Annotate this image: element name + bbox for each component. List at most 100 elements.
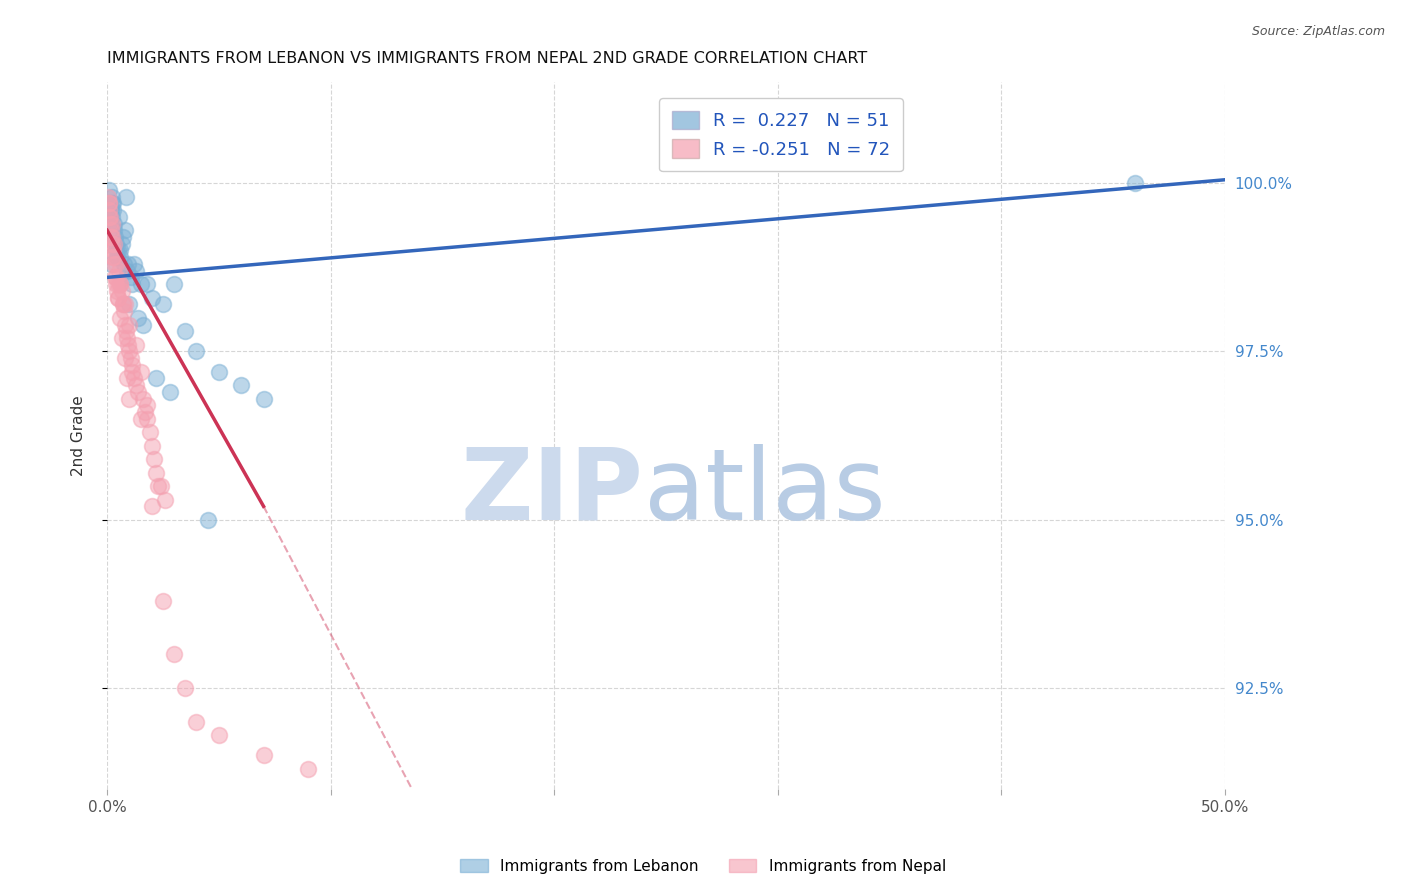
Point — [112, 304, 135, 318]
Point — [152, 593, 174, 607]
Point — [149, 479, 172, 493]
Point — [252, 748, 274, 763]
Point — [100, 230, 122, 244]
Point — [145, 466, 167, 480]
Text: ZIP: ZIP — [461, 443, 644, 541]
Point — [111, 331, 134, 345]
Point — [141, 500, 163, 514]
Point — [231, 378, 253, 392]
Point — [148, 479, 170, 493]
Point — [252, 392, 274, 406]
Point — [129, 365, 152, 379]
Point — [115, 263, 138, 277]
Point — [105, 236, 128, 251]
Point — [136, 398, 159, 412]
Point — [136, 412, 159, 426]
Point — [98, 202, 121, 217]
Point — [121, 277, 143, 292]
Point — [100, 217, 122, 231]
Point — [208, 365, 231, 379]
Point — [98, 183, 121, 197]
Point — [125, 378, 148, 392]
Point — [118, 318, 141, 332]
Text: IMMIGRANTS FROM LEBANON VS IMMIGRANTS FROM NEPAL 2ND GRADE CORRELATION CHART: IMMIGRANTS FROM LEBANON VS IMMIGRANTS FR… — [107, 51, 868, 66]
Point — [111, 297, 134, 311]
Point — [125, 263, 148, 277]
Point — [105, 277, 128, 292]
Point — [132, 318, 155, 332]
Point — [159, 384, 181, 399]
Point — [197, 513, 219, 527]
Point — [100, 217, 122, 231]
Point — [115, 324, 138, 338]
Point — [103, 257, 125, 271]
Point — [103, 236, 125, 251]
Point — [101, 196, 124, 211]
Point — [136, 277, 159, 292]
Point — [110, 277, 132, 292]
Point — [121, 358, 143, 372]
Point — [101, 196, 124, 211]
Point — [117, 337, 139, 351]
Point — [115, 371, 138, 385]
Point — [100, 210, 122, 224]
Point — [107, 291, 129, 305]
Point — [127, 310, 149, 325]
Point — [174, 681, 197, 695]
Point — [143, 452, 166, 467]
Point — [104, 230, 127, 244]
Point — [97, 210, 120, 224]
Point — [103, 223, 125, 237]
Point — [98, 196, 121, 211]
Point — [105, 257, 128, 271]
Point — [115, 331, 138, 345]
Point — [103, 202, 125, 217]
Point — [297, 762, 319, 776]
Point — [141, 439, 163, 453]
Point — [105, 244, 128, 258]
Legend: Immigrants from Lebanon, Immigrants from Nepal: Immigrants from Lebanon, Immigrants from… — [454, 853, 952, 880]
Point — [114, 351, 136, 366]
Point — [100, 257, 122, 271]
Point — [100, 230, 122, 244]
Point — [1125, 176, 1147, 190]
Point — [112, 257, 135, 271]
Point — [100, 210, 122, 224]
Point — [108, 210, 131, 224]
Point — [97, 189, 120, 203]
Point — [114, 297, 136, 311]
Text: atlas: atlas — [644, 443, 886, 541]
Point — [108, 263, 131, 277]
Legend: R =  0.227   N = 51, R = -0.251   N = 72: R = 0.227 N = 51, R = -0.251 N = 72 — [659, 98, 903, 171]
Point — [114, 318, 136, 332]
Point — [163, 277, 186, 292]
Point — [104, 270, 127, 285]
Point — [145, 371, 167, 385]
Point — [141, 291, 163, 305]
Point — [110, 284, 132, 298]
Point — [122, 371, 145, 385]
Point — [110, 236, 132, 251]
Point — [153, 492, 176, 507]
Point — [98, 217, 121, 231]
Point — [98, 196, 121, 211]
Point — [114, 223, 136, 237]
Point — [208, 728, 231, 742]
Point — [118, 392, 141, 406]
Point — [104, 270, 127, 285]
Point — [103, 250, 125, 264]
Point — [120, 351, 142, 366]
Point — [117, 257, 139, 271]
Point — [121, 365, 143, 379]
Point — [108, 310, 131, 325]
Point — [101, 236, 124, 251]
Point — [100, 223, 122, 237]
Point — [97, 210, 120, 224]
Point — [110, 250, 132, 264]
Point — [132, 392, 155, 406]
Point — [152, 297, 174, 311]
Point — [115, 189, 138, 203]
Point — [101, 244, 124, 258]
Point — [110, 244, 132, 258]
Point — [129, 277, 152, 292]
